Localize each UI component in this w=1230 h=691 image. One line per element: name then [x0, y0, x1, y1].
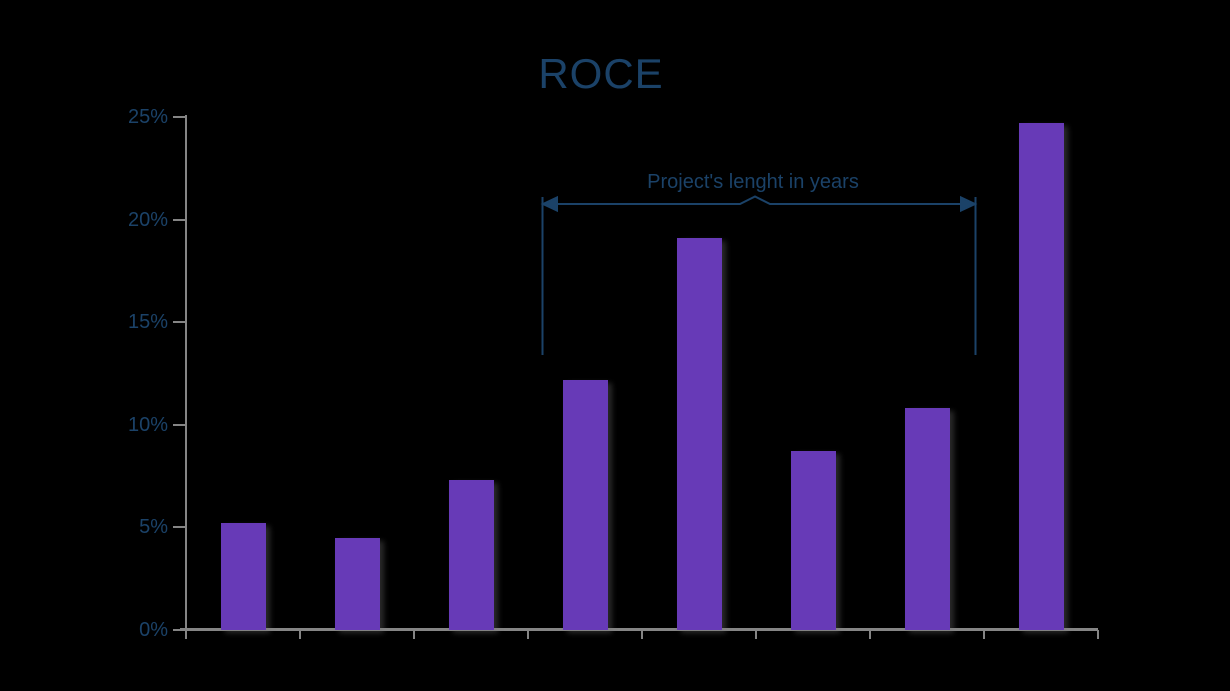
y-tick-label: 10% [127, 413, 168, 436]
y-tick-label: 0% [139, 619, 168, 641]
x-tick [299, 630, 301, 639]
chart-title: ROCE [538, 50, 664, 97]
y-tick [173, 321, 186, 324]
bar-1 [220, 523, 266, 630]
bar-2 [334, 537, 380, 630]
bar-5 [676, 238, 722, 630]
bar-8 [1018, 123, 1064, 630]
y-tick [173, 526, 186, 529]
bar-4 [562, 379, 608, 630]
x-tick [869, 630, 871, 639]
y-tick-label: 25% [127, 106, 168, 128]
y-tick [173, 218, 186, 221]
bar-7 [904, 408, 950, 630]
y-tick [173, 629, 186, 631]
y-tick [173, 423, 186, 426]
span-arrow-bracket-icon [540, 195, 978, 355]
x-tick [413, 630, 415, 639]
x-tick [755, 630, 757, 639]
y-axis-line [185, 115, 187, 638]
x-tick [983, 630, 985, 639]
y-tick-label: 15% [127, 311, 168, 334]
x-tick [641, 630, 643, 639]
y-tick-label: 20% [127, 208, 168, 231]
bar-3 [448, 480, 494, 630]
y-tick-label: 5% [139, 516, 168, 539]
x-axis-line [180, 628, 1098, 631]
y-tick [173, 116, 186, 118]
x-tick [527, 630, 529, 639]
x-tick [185, 630, 187, 639]
bar-6 [790, 451, 836, 630]
x-tick [1097, 630, 1099, 639]
annotation-label: Project's lenght in years [647, 171, 859, 193]
